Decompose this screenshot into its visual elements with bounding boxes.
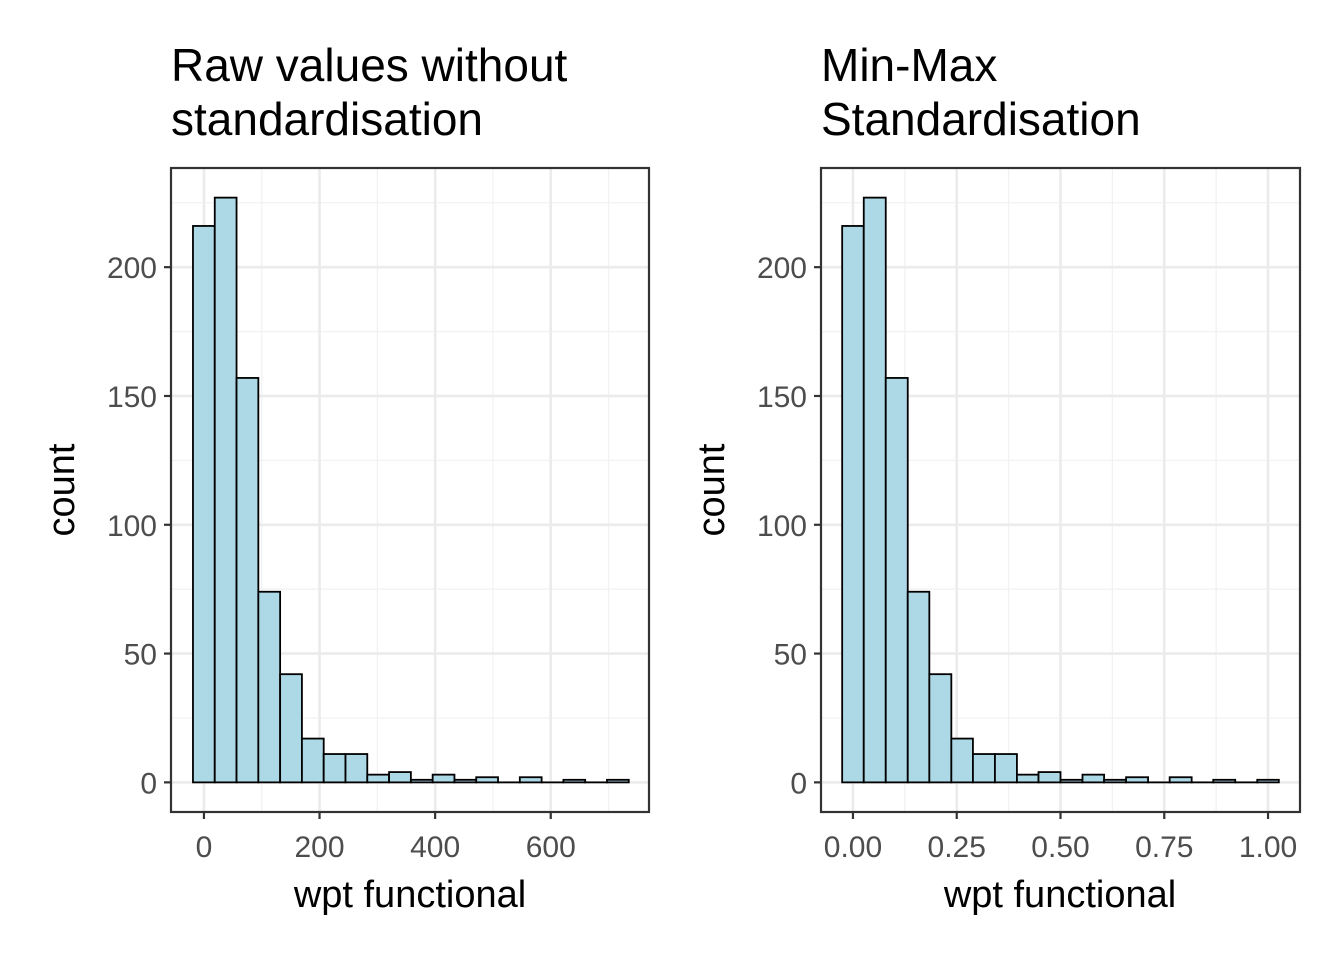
x-tick-label: 600 bbox=[526, 831, 576, 864]
histogram-min-max: Min-Max Standardisation 0.00 0.25 0.50 0.75… bbox=[691, 39, 1302, 916]
histogram-bar bbox=[906, 590, 931, 784]
panel-border bbox=[169, 166, 651, 814]
axis-ticks: 0.00 0.25 0.50 0.75 1.00 0 50 100 150 200 bbox=[757, 252, 1297, 864]
x-tick-label: 0.75 bbox=[1135, 831, 1193, 864]
chart-title-line-1: Raw values without bbox=[171, 39, 568, 91]
x-tick-label: 200 bbox=[295, 831, 345, 864]
x-tick-label: 1.00 bbox=[1239, 831, 1297, 864]
y-tick-label: 200 bbox=[107, 252, 157, 285]
y-tick-label: 200 bbox=[757, 252, 807, 285]
y-tick-label: 100 bbox=[757, 510, 807, 543]
histogram-bar bbox=[344, 753, 369, 784]
histogram-bar bbox=[431, 773, 456, 784]
histogram-bar bbox=[1016, 773, 1040, 784]
histogram-bar bbox=[841, 225, 865, 784]
y-tick-label: 150 bbox=[757, 381, 807, 414]
histogram-bar bbox=[1059, 778, 1084, 784]
chart-title-line-2: Standardisation bbox=[821, 93, 1141, 145]
histogram-bar bbox=[1037, 771, 1062, 784]
axis-ticks: 0 200 400 600 0 50 100 150 200 bbox=[107, 252, 576, 864]
histogram-bar bbox=[884, 377, 909, 784]
histogram-bar bbox=[562, 778, 587, 784]
x-axis-title: wpt functional bbox=[943, 874, 1176, 916]
x-tick-label: 400 bbox=[410, 831, 460, 864]
histogram-raw-values: Raw values without standardisation 0 200 4… bbox=[41, 39, 651, 916]
histogram-bar bbox=[388, 771, 412, 784]
bars bbox=[192, 196, 630, 784]
histogram-bar bbox=[322, 753, 347, 784]
y-tick-label: 150 bbox=[107, 381, 157, 414]
x-tick-label: 0.50 bbox=[1031, 831, 1089, 864]
bars bbox=[841, 196, 1280, 784]
y-tick-label: 50 bbox=[774, 639, 807, 672]
grid bbox=[821, 168, 1300, 812]
histogram-bar bbox=[192, 225, 216, 784]
y-tick-label: 100 bbox=[107, 510, 157, 543]
chart-title-line-1: Min-Max bbox=[821, 39, 997, 91]
y-tick-label: 50 bbox=[124, 639, 157, 672]
histogram-bar bbox=[235, 377, 260, 784]
y-tick-label: 0 bbox=[790, 767, 807, 800]
x-tick-label: 0.25 bbox=[928, 831, 986, 864]
histogram-bar bbox=[475, 776, 499, 784]
histogram-bar bbox=[862, 196, 887, 784]
y-axis-title: count bbox=[691, 443, 733, 536]
histogram-bar bbox=[994, 753, 1018, 784]
histogram-bar bbox=[950, 737, 974, 784]
histogram-bar bbox=[972, 753, 996, 784]
histogram-bar bbox=[453, 778, 478, 784]
histogram-bar bbox=[366, 773, 390, 784]
histogram-bar bbox=[606, 778, 630, 784]
chart-title-line-2: standardisation bbox=[171, 93, 483, 145]
histogram-bar bbox=[928, 673, 953, 784]
histogram-bar bbox=[1081, 773, 1105, 784]
histogram-bar bbox=[1103, 778, 1127, 784]
histogram-bar bbox=[1256, 778, 1280, 784]
y-axis-title: count bbox=[41, 443, 83, 536]
x-tick-label: 0.00 bbox=[824, 831, 882, 864]
histogram-bar bbox=[1125, 776, 1149, 784]
histogram-bar bbox=[301, 737, 325, 784]
histogram-bar bbox=[213, 196, 238, 784]
y-tick-label: 0 bbox=[140, 767, 157, 800]
x-axis-title: wpt functional bbox=[293, 874, 526, 916]
histogram-bar bbox=[409, 778, 434, 784]
histogram-bar bbox=[1212, 778, 1237, 784]
histogram-bar bbox=[518, 776, 543, 784]
histogram-bar bbox=[279, 673, 303, 784]
histogram-bar bbox=[1168, 776, 1193, 784]
x-tick-label: 0 bbox=[196, 831, 213, 864]
histogram-bar bbox=[257, 590, 282, 784]
